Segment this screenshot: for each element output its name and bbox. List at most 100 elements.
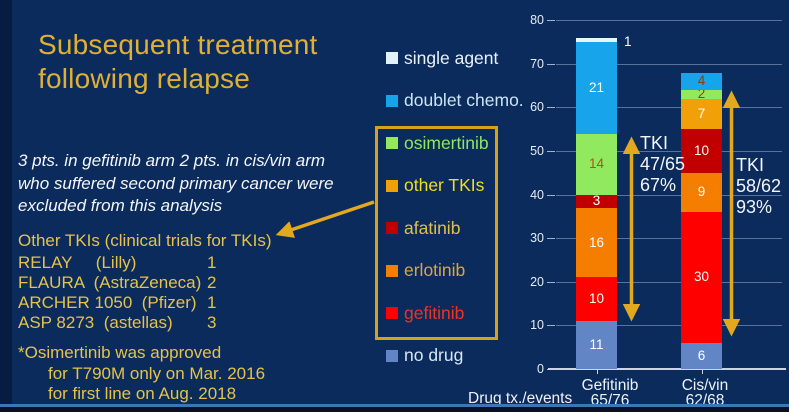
legend-swatch-icon [386,179,398,192]
trial-name: ASP 8273 (astellas) [18,313,173,332]
x-axis-tick [596,370,598,374]
bar-segment-osimertinib [576,133,617,195]
exclusion-note: 3 pts. in gefitinib arm 2 pts. in cis/vi… [18,151,334,215]
y-axis-tick [547,194,555,196]
bar-segment-erlotinib [681,172,722,213]
bar-segment-value: 2 [697,86,706,102]
title-line-1: Subsequent treatment [38,29,318,60]
legend-item-erlotinib: erlotinib [386,260,466,281]
x-axis-line [548,368,786,370]
bar-segment-doublet-chemo- [576,42,617,134]
bar-segment-value: 10 [588,291,605,307]
gridline [556,107,782,109]
bar-segment-value: 6 [697,347,706,363]
bar-segment-value: 21 [588,79,605,95]
bar-segment-no-drug [681,342,722,369]
bar-segment-other-tkis [681,98,722,130]
legend-swatch-icon [386,349,398,362]
bar-segment-value: 16 [588,234,605,250]
legend-item-no-drug: no drug [386,345,464,366]
anno-line: 47/65 [640,154,686,174]
legend-swatch-icon [386,307,398,319]
y-axis-tick-label: 30 [530,231,544,246]
footnote-line-1: *Osimertinib was approved [18,343,222,362]
y-axis-tick [547,281,555,283]
legend-label: afatinib [404,217,461,238]
anno-line: TKI [640,133,669,153]
bar-segment-value: 7 [697,105,706,121]
gridline [556,281,782,283]
legend-swatch-icon [386,94,398,107]
trial-name: FLAURA (AstraZeneca) [18,273,202,292]
y-axis-tick-label: 70 [530,56,544,71]
footnote-line-3: for first line on Aug. 2018 [48,384,237,403]
tki-annotation-cisvin: TKI 58/62 93% [736,155,781,218]
legend-label: other TKIs [404,175,485,195]
gridline [556,238,782,240]
x-axis-label: Drug tx./events [468,390,573,407]
bar-segment-value: 10 [693,143,710,158]
slide-bottom-edge [0,404,789,407]
trial-count: 1 [207,293,217,312]
trial-count: 2 [207,273,217,292]
legend-item-afatinib: afatinib [386,218,460,238]
y-axis-tick [547,151,555,152]
category-name: Cis/vin [681,377,729,394]
title-line-2: following relapse [38,63,250,94]
y-axis-tick [547,20,555,22]
bar-segment-gefitinib [681,212,722,343]
legend-label: gefitinib [404,302,465,323]
bar-segment-osimertinib [681,89,722,99]
y-axis-tick-label: 60 [530,100,544,115]
legend-item-gefitinib: gefitinib [386,303,464,323]
gridline [556,325,782,327]
trial-row: RELAY (Lilly) 1 [18,253,227,273]
bar-segment-erlotinib [576,207,617,278]
anno-line: 67% [640,175,677,195]
bar-segment-value: 9 [697,184,706,200]
gridline [556,20,782,22]
y-axis-tick-label: 0 [537,362,544,376]
legend-label: osimertinib [404,132,489,153]
bar-segment-gefitinib [576,277,617,322]
slide-left-edge-shadow [0,0,12,404]
y-axis-tick [547,63,555,65]
anno-line: 58/62 [736,176,782,196]
bar-segment-afatinib [681,129,722,173]
legend-label: single agent [404,47,499,68]
legend-swatch-icon [386,222,398,234]
legend-label: doublet chemo. [404,90,524,110]
y-axis-tick-label: 50 [530,144,544,158]
trial-name: ARCHER 1050 (Pfizer) [18,293,197,312]
bar-segment-no-drug [576,321,617,369]
page-title: Subsequent treatment following relapse [38,28,318,96]
category-name: Gefitinib [581,377,639,394]
y-axis-tick-label: 80 [530,13,544,28]
trial-name: RELAY (Lilly) [18,253,137,272]
legend-label: no drug [404,345,464,365]
legend-item-other-tkis: other TKIs [386,175,485,196]
bar-segment-value: 30 [693,269,710,285]
legend-item-single-agent: single agent [386,48,498,68]
tki-annotation-gefitinib: TKI 47/65 67% [640,133,685,196]
y-axis-tick [547,325,555,327]
bar-segment-value: 11 [589,337,604,353]
trial-count: 3 [207,313,217,332]
anno-line: 93% [736,197,773,217]
trials-heading: Other TKIs (clinical trials for TKIs) [18,231,272,250]
bar-segment-value: 14 [588,156,605,172]
anno-line: TKI [736,155,765,175]
bar-segment-value: 3 [592,193,601,209]
legend-swatch-icon [386,264,398,277]
x-axis-tick [701,370,703,374]
y-axis-tick-label: 40 [530,187,544,202]
bar-segment-value: 1 [624,33,632,49]
y-axis-tick [547,107,555,109]
legend-label: erlotinib [404,260,466,280]
legend-swatch-icon [386,137,398,149]
gridline [556,151,782,152]
y-axis-tick-label: 10 [530,318,544,333]
bar-segment-afatinib [576,194,617,208]
legend-item-osimertinib: osimertinib [386,133,489,153]
